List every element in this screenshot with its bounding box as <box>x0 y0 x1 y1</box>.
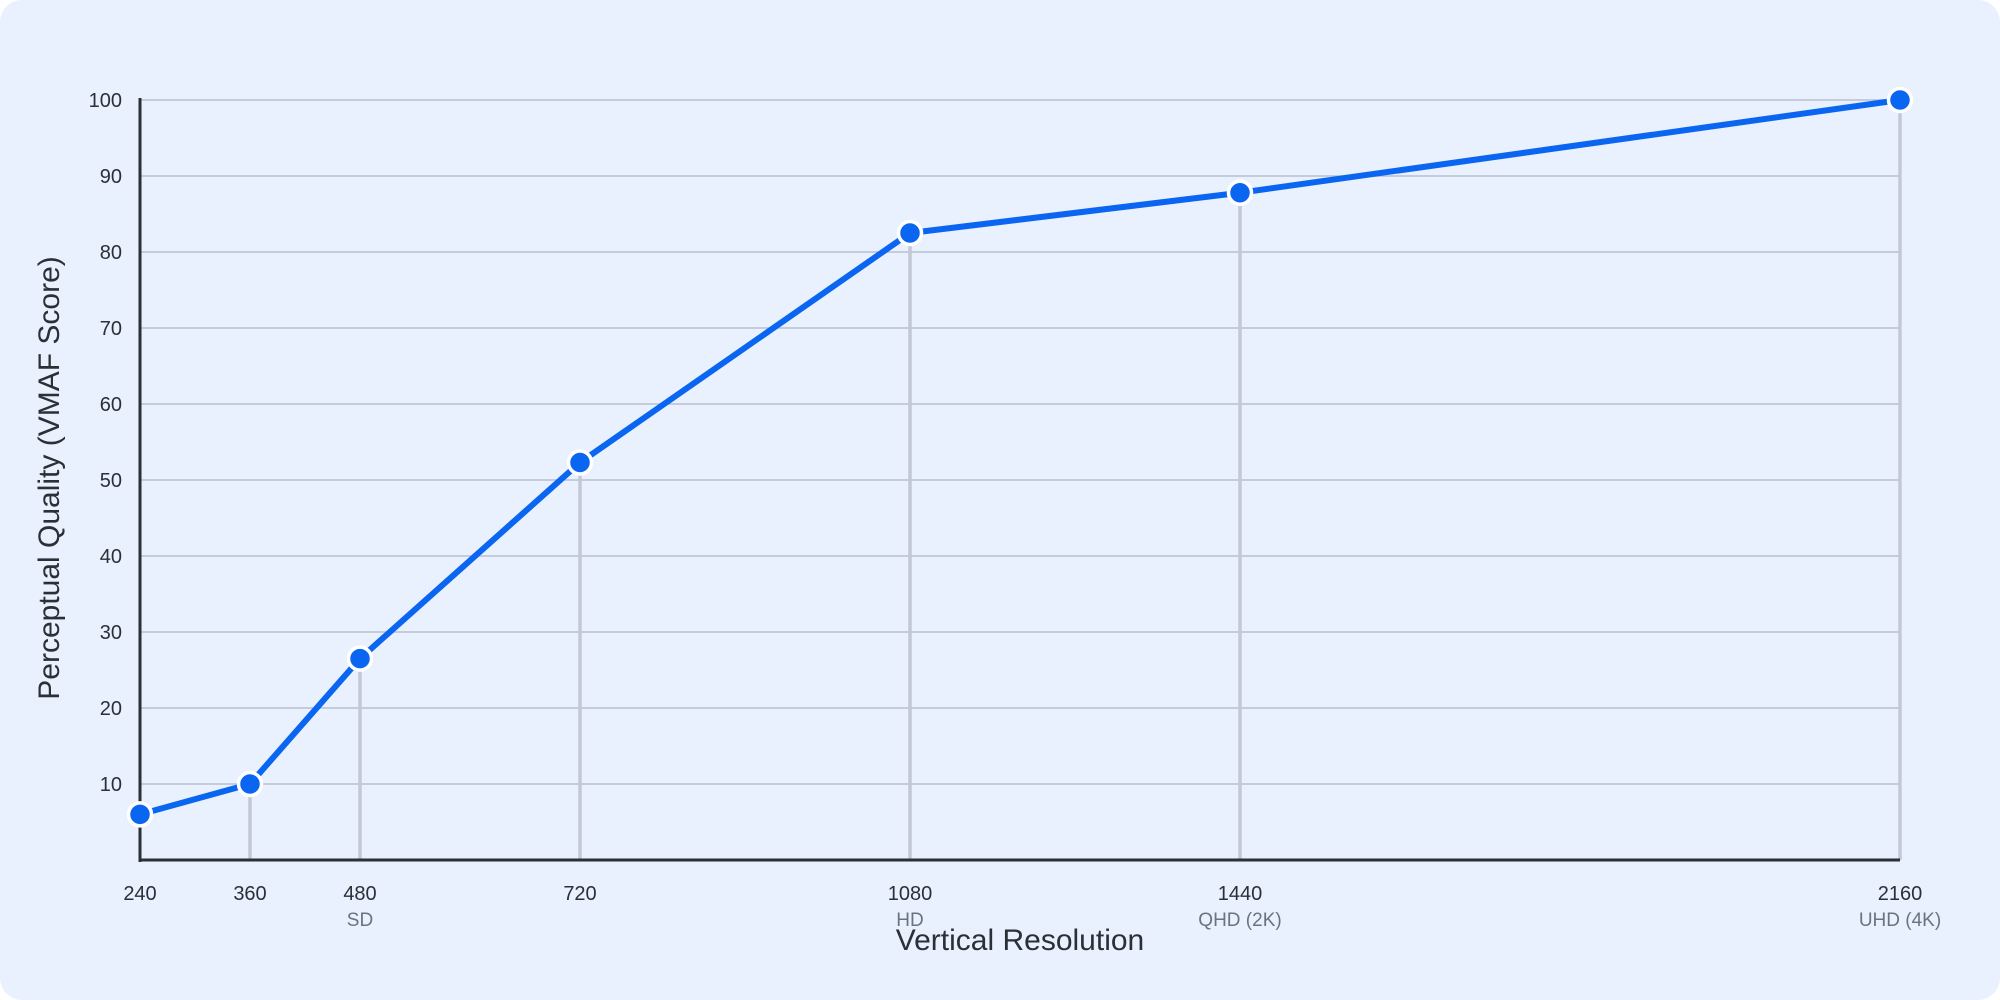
y-tick-label: 50 <box>100 470 122 492</box>
data-point <box>126 801 154 828</box>
data-point <box>896 219 924 247</box>
data-point <box>346 645 374 672</box>
x-tick-sublabel: UHD (4K) <box>1859 910 1941 931</box>
y-axis-title: Perceptual Quality (VMAF Score) <box>33 256 66 699</box>
y-tick-label: 90 <box>100 166 122 188</box>
x-tick-sublabel: HD <box>896 910 923 931</box>
x-tick-label: 720 <box>563 883 596 905</box>
x-axis-title: Vertical Resolution <box>896 924 1144 957</box>
y-tick-label: 70 <box>100 318 122 340</box>
data-point <box>1226 179 1254 206</box>
y-tick-label: 20 <box>100 698 122 720</box>
grid-layer <box>140 99 1900 785</box>
axes <box>138 98 1900 862</box>
series-line <box>137 97 1903 818</box>
x-tick-label: 2160 <box>1878 883 1923 905</box>
data-point <box>566 449 594 476</box>
y-tick-label: 100 <box>89 90 122 112</box>
y-tick-label: 30 <box>100 622 122 644</box>
series-layer <box>126 86 1914 828</box>
x-tick-label: 360 <box>233 883 266 905</box>
x-tick-label: 480 <box>343 883 376 905</box>
x-tick-label: 1440 <box>1218 883 1263 905</box>
data-point <box>236 770 264 798</box>
y-tick-label: 40 <box>100 546 122 568</box>
x-tick-sublabel: QHD (2K) <box>1198 910 1281 931</box>
x-tick-label: 1080 <box>888 883 933 905</box>
data-point <box>1886 86 1914 114</box>
y-tick-label: 80 <box>100 242 122 264</box>
x-tick-label: 240 <box>123 883 156 905</box>
x-tick-sublabel: SD <box>347 910 373 931</box>
tick-labels: 10 20 30 40 50 60 70 80 90 100 240 360 480 SD 720 1080 H… <box>89 90 1942 931</box>
y-tick-label: 60 <box>100 394 122 416</box>
y-tick-label: 10 <box>100 774 122 796</box>
